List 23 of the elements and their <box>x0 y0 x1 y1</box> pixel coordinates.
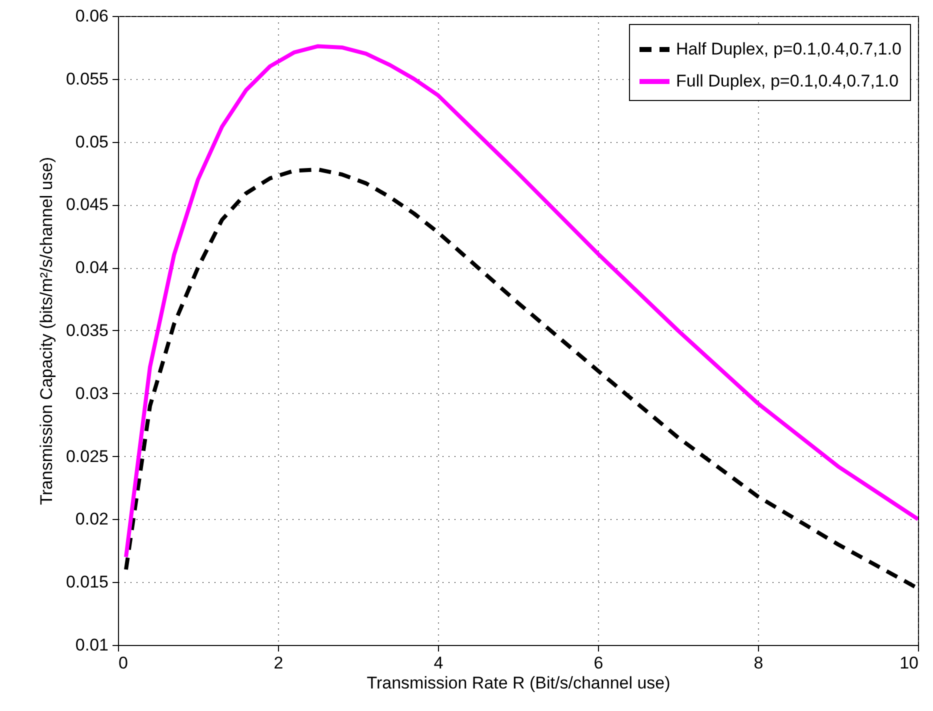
x-tick-label: 8 <box>754 654 764 672</box>
line-series <box>124 167 918 590</box>
x-tick-label: 4 <box>434 654 444 672</box>
y-axis-title: Transmission Capacity (bits/m²/s/channel use) <box>36 157 56 505</box>
y-tick-label: 0.015 <box>66 572 108 592</box>
legend-label: Full Duplex, p=0.1,0.4,0.7,1.0 <box>676 72 899 90</box>
x-axis-title: Transmission Rate R (Bit/s/channel use) <box>366 674 670 692</box>
y-tick-label: 0.05 <box>75 132 108 152</box>
x-tick-label: 0 <box>118 654 128 672</box>
y-tick-label: 0.035 <box>66 321 108 340</box>
y-tick-label: 0.055 <box>66 69 108 88</box>
line-series <box>124 44 918 559</box>
x-tick-label: 6 <box>594 654 604 672</box>
y-tick-label: 0.04 <box>75 258 108 278</box>
y-tick-label: 0.06 <box>75 6 108 26</box>
y-tick-label: 0.045 <box>66 195 108 214</box>
x-tick-label: 2 <box>274 654 284 672</box>
legend-label: Half Duplex, p=0.1,0.4,0.7,1.0 <box>676 40 902 58</box>
y-tick-label: 0.03 <box>75 384 108 403</box>
x-tick-label: 10 <box>900 654 918 672</box>
y-tick-label: 0.01 <box>75 636 108 654</box>
y-tick-label: 0.025 <box>66 446 108 466</box>
y-tick-label: 0.02 <box>75 510 108 529</box>
